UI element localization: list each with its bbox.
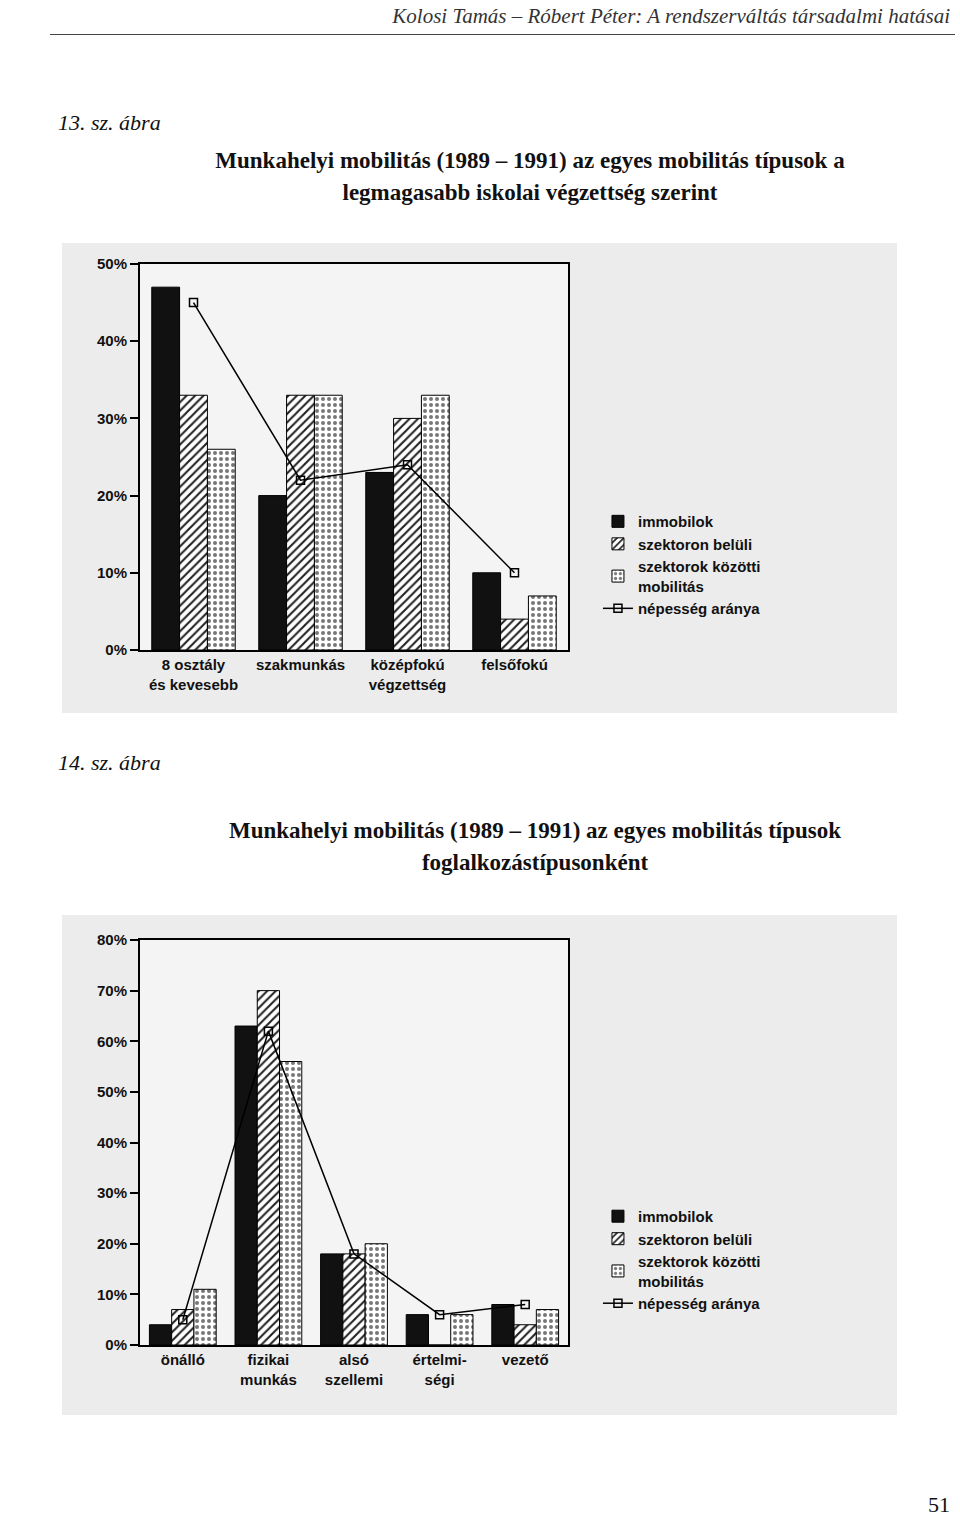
svg-text:50%: 50%	[97, 255, 127, 272]
svg-text:önálló: önálló	[161, 1351, 205, 1368]
svg-text:immobilok: immobilok	[638, 513, 714, 530]
svg-text:40%: 40%	[97, 332, 127, 349]
svg-text:fizikaimunkás: fizikaimunkás	[240, 1351, 297, 1388]
html-text:51: 51	[928, 1492, 950, 1517]
svg-text:50%: 50%	[97, 1083, 127, 1100]
html-text:Kolosi Tamás – Róbert Péter: A: Kolosi Tamás – Róbert Péter: A rendszerv…	[392, 4, 950, 28]
svg-text:0%: 0%	[105, 641, 127, 658]
svg-text:10%: 10%	[97, 1286, 127, 1303]
svg-text:szektoron belüli: szektoron belüli	[638, 1231, 752, 1248]
html-text:Munkahelyi mobilitás (1989 – 1: Munkahelyi mobilitás (1989 – 1991) az eg…	[228, 818, 841, 875]
svg-text:60%: 60%	[97, 1033, 127, 1050]
svg-text:népesség aránya: népesség aránya	[638, 600, 760, 617]
svg-text:80%: 80%	[97, 931, 127, 948]
svg-text:szektorok közöttimobilitás: szektorok közöttimobilitás	[638, 558, 761, 595]
svg-text:30%: 30%	[97, 410, 127, 427]
svg-text:30%: 30%	[97, 1184, 127, 1201]
svg-text:alsószellemi: alsószellemi	[325, 1351, 383, 1388]
svg-text:10%: 10%	[97, 564, 127, 581]
svg-text:középfokúvégzettség: középfokúvégzettség	[369, 656, 447, 693]
svg-text:40%: 40%	[97, 1134, 127, 1151]
svg-text:immobilok: immobilok	[638, 1208, 714, 1225]
html-text:Munkahelyi mobilitás (1989 – 1: Munkahelyi mobilitás (1989 – 1991) az eg…	[215, 148, 845, 205]
svg-text:felsőfokú: felsőfokú	[481, 656, 548, 673]
svg-text:szektorok közöttimobilitás: szektorok közöttimobilitás	[638, 1253, 761, 1290]
svg-text:70%: 70%	[97, 982, 127, 999]
svg-text:szakmunkás: szakmunkás	[256, 656, 345, 673]
html-text:14. sz. ábra: 14. sz. ábra	[58, 750, 161, 775]
svg-text:népesség aránya: népesség aránya	[638, 1295, 760, 1312]
html-text:13. sz. ábra: 13. sz. ábra	[58, 110, 161, 135]
svg-text:20%: 20%	[97, 1235, 127, 1252]
svg-text:8 osztályés kevesebb: 8 osztályés kevesebb	[149, 656, 238, 693]
svg-text:vezető: vezető	[502, 1351, 549, 1368]
svg-text:szektoron belüli: szektoron belüli	[638, 536, 752, 553]
svg-text:20%: 20%	[97, 487, 127, 504]
svg-text:értelmi-ségi: értelmi-ségi	[413, 1351, 467, 1388]
svg-text:0%: 0%	[105, 1336, 127, 1353]
